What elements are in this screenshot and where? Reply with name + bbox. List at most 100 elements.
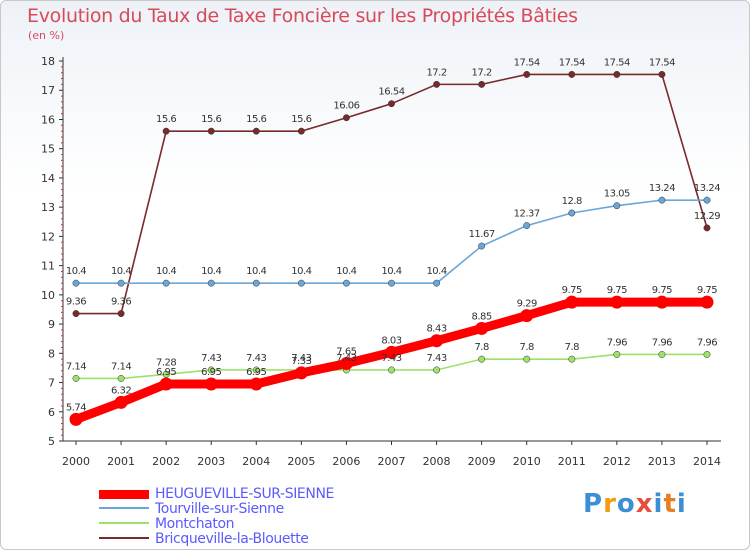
logo-letter: o [616,489,636,519]
data-label: 17.54 [514,57,540,68]
y-tick-label: 18 [41,55,55,68]
data-point [388,366,395,374]
data-point [613,351,621,358]
data-label: 7.43 [426,353,446,364]
data-label: 7.65 [336,347,356,358]
data-point [703,224,711,232]
data-point [703,196,711,204]
data-label: 7.96 [697,337,717,348]
x-tick-label: 2004 [242,455,270,468]
x-tick-label: 2001 [107,455,135,468]
data-label: 13.24 [649,183,675,194]
data-point [433,366,441,374]
data-point [339,357,353,371]
data-label: 7.43 [246,353,266,364]
data-point [249,377,263,391]
data-label: 9.75 [652,285,672,296]
data-label: 7.43 [381,353,401,364]
data-label: 9.29 [517,299,537,310]
data-point [475,321,489,335]
data-label: 10.4 [111,266,131,277]
data-label: 10.4 [336,266,356,277]
data-point [72,310,80,318]
y-tick-label: 12 [41,230,55,243]
data-point [523,222,531,230]
data-label: 10.4 [381,266,401,277]
data-label: 12.29 [694,211,720,222]
legend-swatch [99,490,149,499]
y-tick-label: 7 [48,377,55,390]
legend-label: Montchaton [155,516,235,532]
data-label: 17.2 [426,67,446,78]
data-point [207,366,215,374]
data-point [613,70,621,78]
data-label: 7.96 [652,337,672,348]
data-label: 9.75 [697,285,717,296]
data-point [342,114,350,122]
data-label: 10.4 [201,266,221,277]
logo-letter: r [603,489,617,519]
data-point [162,127,170,135]
legend-swatch [99,537,149,539]
data-point [658,70,666,78]
data-label: 7.28 [156,357,176,368]
series-tourville-sur-sienne [72,196,711,287]
y-tick-label: 8 [48,347,55,360]
data-point [114,395,128,409]
data-label: 7.14 [111,361,131,372]
legend-swatch [99,507,149,509]
legend-label: HEUGUEVILLE-SUR-SIENNE [155,486,334,502]
x-tick-label: 2002 [152,455,180,468]
data-label: 7.43 [291,353,311,364]
data-label: 10.4 [66,266,86,277]
series-heugueville-sur-sienne [69,295,714,426]
data-point [72,374,80,382]
data-label: 9.75 [607,285,627,296]
x-tick-label: 2003 [197,455,225,468]
data-label: 6.95 [246,367,266,378]
x-tick-label: 2012 [603,455,631,468]
data-point [703,351,711,358]
unit-label: (en %) [28,29,65,42]
data-point [568,355,576,363]
data-label: 9.75 [562,285,582,296]
legend-label: Tourville-sur-Sienne [155,501,284,517]
logo-letter: i [676,489,687,519]
y-tick-label: 9 [48,318,55,331]
data-point [523,355,531,363]
data-label: 12.8 [562,196,582,207]
data-label: 5.74 [66,402,86,413]
x-tick-label: 2000 [62,455,90,468]
data-point [388,100,395,108]
data-point [69,412,83,426]
data-point [252,127,260,135]
data-point [117,279,125,287]
data-point [433,80,441,88]
data-label: 17.54 [649,57,675,68]
y-tick-label: 6 [48,406,55,419]
y-tick-label: 15 [41,143,55,156]
data-label: 17.54 [559,57,585,68]
x-tick-label: 2005 [287,455,315,468]
y-tick-label: 5 [48,435,55,448]
data-label: 7.43 [201,353,221,364]
series-bricqueville-la-blouette [72,70,711,318]
legend-label: Bricqueville-la-Blouette [155,531,309,547]
data-label: 6.95 [201,367,221,378]
data-label: 15.6 [246,114,266,125]
y-tick-label: 17 [41,84,55,97]
data-label: 7.8 [474,342,489,353]
proxiti-logo: Proxiti [583,489,687,519]
data-label: 10.4 [246,266,266,277]
chart-title: Evolution du Taux de Taxe Foncière sur l… [27,5,578,27]
data-point [700,295,714,309]
data-label: 10.4 [156,266,176,277]
data-point [207,279,215,287]
x-tick-label: 2013 [648,455,676,468]
data-label: 7.8 [565,342,580,353]
x-tick-label: 2011 [558,455,586,468]
data-label: 10.4 [426,266,446,277]
logo-letter: P [583,489,604,519]
data-label: 7.43 [336,353,356,364]
line-chart: 5 6 7 8 9 10 11 12 13 14 15 16 17 18 2000 2001 2002 2003 2… [41,55,721,468]
